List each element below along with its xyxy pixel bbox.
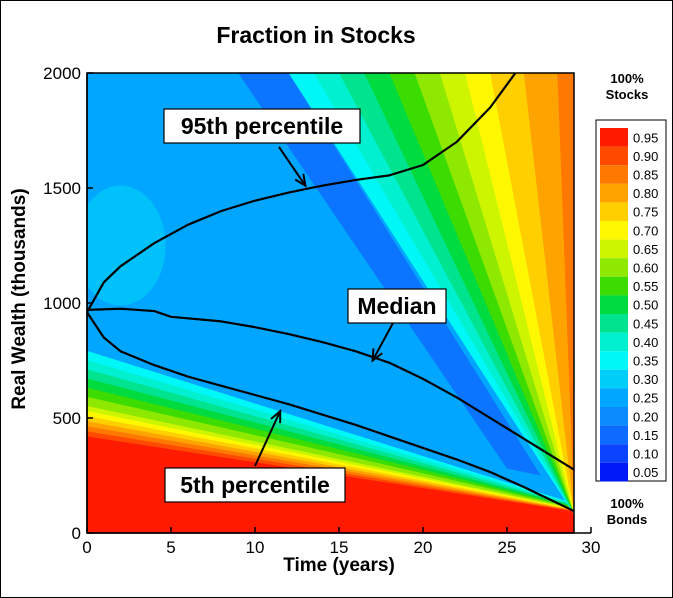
colorbar-label: 0.45 xyxy=(633,316,658,331)
y-tick-label: 0 xyxy=(72,524,81,543)
annotation-box xyxy=(163,108,361,144)
colorbar-bottom-label-2: Bonds xyxy=(607,512,647,527)
colorbar-swatch xyxy=(600,407,628,426)
annotation-text: 5th percentile xyxy=(180,472,330,498)
annotation-box xyxy=(164,467,346,503)
colorbar-label: 0.35 xyxy=(633,354,658,369)
colorbar-label: 0.05 xyxy=(633,465,658,480)
annotation-95th-percentile: 95th percentile xyxy=(163,108,361,188)
curve-median xyxy=(87,307,574,471)
colorbar-swatch xyxy=(600,239,628,259)
x-tick-label: 20 xyxy=(414,538,433,557)
colorbar-swatch xyxy=(600,128,628,147)
colorbar-swatch xyxy=(600,165,628,184)
x-tick-label: 25 xyxy=(498,538,517,557)
colorbar-swatch xyxy=(600,444,628,463)
y-tick-label: 500 xyxy=(53,409,81,428)
colorbar-swatch xyxy=(600,425,628,445)
heatmap-patch xyxy=(87,185,166,306)
colorbar-label: 0.65 xyxy=(633,242,658,257)
colorbar-swatch xyxy=(600,332,628,352)
colorbar-label: 0.15 xyxy=(633,428,658,443)
colorbar-swatch xyxy=(600,276,628,296)
annotation-text: Median xyxy=(357,293,436,319)
colorbar-label: 0.75 xyxy=(633,205,658,220)
curve-95th-percentile xyxy=(87,73,517,313)
colorbar-swatch xyxy=(600,258,628,277)
colorbar-swatch xyxy=(600,221,628,240)
colorbar-label: 0.10 xyxy=(633,447,658,462)
colorbar-label: 0.20 xyxy=(633,409,658,424)
annotation-arrow-head xyxy=(294,173,307,188)
x-tick-label: 10 xyxy=(246,538,265,557)
colorbar-top-label-1: 100% xyxy=(610,71,644,86)
colorbar-swatch xyxy=(600,202,628,221)
colorbar-label: 0.30 xyxy=(633,372,658,387)
colorbar-swatch xyxy=(600,314,628,333)
colorbar-swatch xyxy=(600,388,628,407)
annotation-5th-percentile: 5th percentile xyxy=(164,408,346,503)
colorbar-label: 0.40 xyxy=(633,335,658,350)
annotation-median: Median xyxy=(347,288,447,363)
colorbar-label: 0.80 xyxy=(633,186,658,201)
x-axis-label: Time (years) xyxy=(283,555,395,576)
colorbar-swatch xyxy=(600,369,628,389)
y-axis-label: Real Wealth (thousands) xyxy=(9,188,30,409)
curve-5th-percentile xyxy=(87,311,574,513)
heatmap-band-fan xyxy=(557,73,574,510)
y-tick-label: 1000 xyxy=(43,294,81,313)
annotations: 95th percentile Median 5th percentile xyxy=(163,108,447,503)
colorbar-label: 0.85 xyxy=(633,168,658,183)
y-tick-label: 2000 xyxy=(43,64,81,83)
annotation-box xyxy=(347,288,447,324)
heatmap-band-streak xyxy=(238,73,541,476)
annotation-arrow-line xyxy=(371,322,394,361)
colorbar-label: 0.60 xyxy=(633,261,658,276)
colorbar-bottom-label-1: 100% xyxy=(610,496,644,511)
colorbar-label: 0.90 xyxy=(633,149,658,164)
x-tick-label: 15 xyxy=(330,538,349,557)
annotation-text: 95th percentile xyxy=(181,113,343,139)
axis-ticks: 0 5 10 15 20 25 30 0 500 1000 1500 2000 xyxy=(43,64,600,557)
annotation-arrow-line xyxy=(254,410,282,467)
colorbar-label: 0.70 xyxy=(633,223,658,238)
percentile-curves xyxy=(87,73,574,513)
x-tick-label: 5 xyxy=(166,538,175,557)
annotation-arrow-line xyxy=(278,146,307,187)
chart-title: Fraction in Stocks xyxy=(216,22,415,48)
colorbar-swatch xyxy=(600,295,628,314)
annotation-arrow-head xyxy=(270,408,282,424)
colorbar-label: 0.55 xyxy=(633,279,658,294)
colorbar-swatch xyxy=(600,462,628,482)
colorbar-top-label-2: Stocks xyxy=(606,87,649,102)
colorbar-swatch xyxy=(600,183,628,203)
y-tick-label: 1500 xyxy=(43,179,81,198)
heatmap-band-fan xyxy=(523,73,574,513)
colorbar-label: 0.25 xyxy=(633,391,658,406)
annotation-arrow-head xyxy=(371,348,383,363)
colorbar-label: 0.50 xyxy=(633,298,658,313)
colorbar-swatch xyxy=(600,146,628,166)
x-tick-label: 0 xyxy=(82,538,91,557)
colorbar-label: 0.95 xyxy=(633,130,658,145)
colorbar: 0.95 0.90 0.85 0.80 0.75 0.70 0.65 0.60 0.55 0.50… xyxy=(600,128,658,482)
colorbar-swatch xyxy=(600,351,628,370)
x-tick-label: 30 xyxy=(582,538,601,557)
